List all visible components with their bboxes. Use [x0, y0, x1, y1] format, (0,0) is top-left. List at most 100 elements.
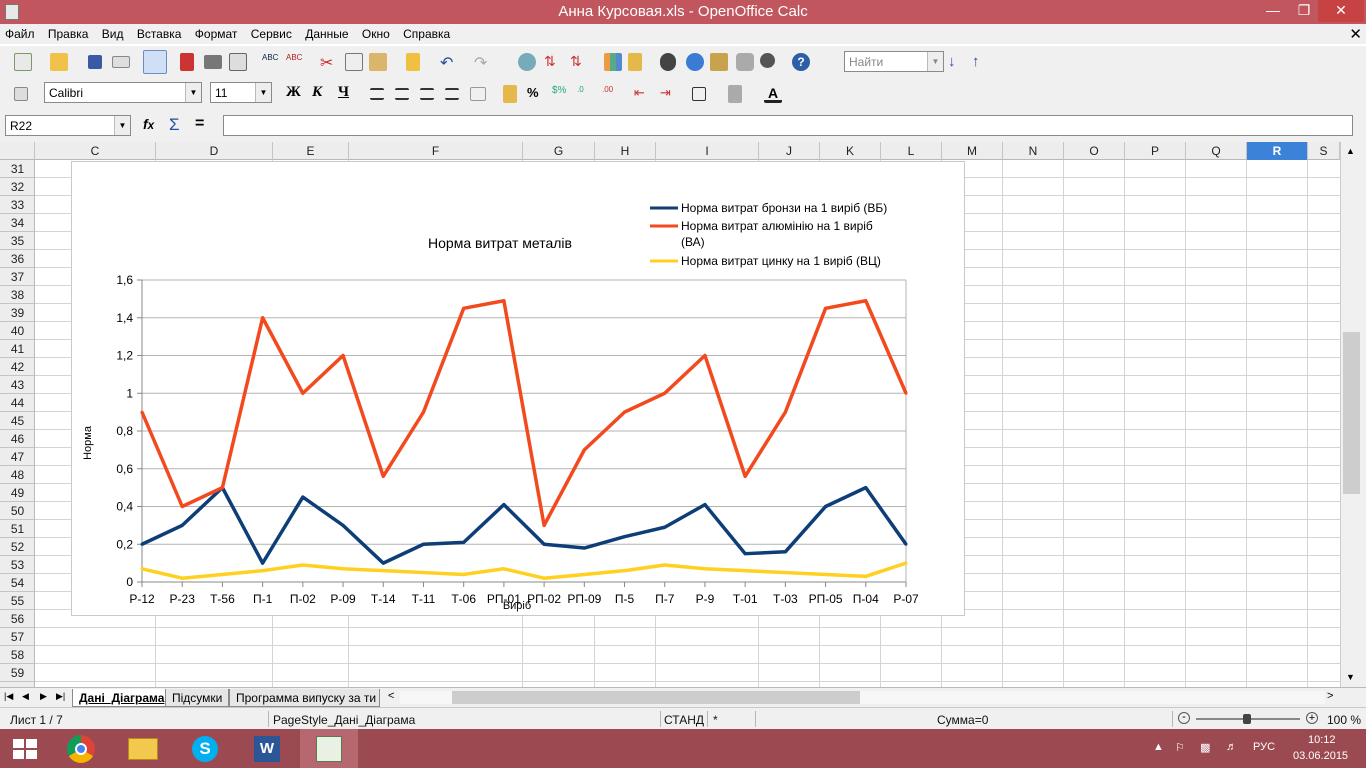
justify-icon[interactable] [445, 88, 459, 100]
add-decimal-icon[interactable]: .0 [577, 85, 584, 94]
sheet-tab-active[interactable]: Дані_Діаграма [72, 689, 172, 707]
background-color-icon[interactable] [728, 85, 742, 103]
minimize-button[interactable]: — [1266, 2, 1280, 18]
row-header[interactable]: 44 [0, 394, 34, 412]
merge-cells-icon[interactable] [470, 87, 486, 101]
chart-object[interactable]: Норма витрат металів Норма Виріб 0 0,2 0,4… [71, 161, 965, 616]
horizontal-scrollbar[interactable] [400, 691, 1325, 704]
borders-icon[interactable] [692, 87, 706, 101]
row-header[interactable]: 32 [0, 178, 34, 196]
selection-mode[interactable]: СТАНД [664, 713, 704, 727]
chrome-icon[interactable] [52, 729, 110, 768]
column-header-f[interactable]: F [349, 142, 523, 160]
row-header[interactable]: 31 [0, 160, 34, 178]
data-sources-icon[interactable] [736, 53, 754, 71]
next-sheet-icon[interactable]: ▶ [40, 691, 47, 701]
spellcheck-icon[interactable]: ABC [262, 53, 279, 62]
row-header[interactable]: 46 [0, 430, 34, 448]
function-icon[interactable]: = [195, 115, 205, 132]
page-style[interactable]: PageStyle_Дані_Діаграма [273, 713, 416, 727]
menu-view[interactable]: Вид [101, 27, 124, 41]
hyperlink-icon[interactable] [518, 53, 536, 71]
column-header-g[interactable]: G [523, 142, 595, 160]
row-header[interactable]: 49 [0, 484, 34, 502]
name-box[interactable]: R22 ▼ [5, 115, 131, 136]
row-header[interactable]: 52 [0, 538, 34, 556]
clone-formatting-icon[interactable] [406, 53, 420, 71]
row-header[interactable]: 37 [0, 268, 34, 286]
scroll-right-icon[interactable]: > [1327, 690, 1334, 702]
menu-format[interactable]: Формат [194, 27, 238, 41]
bold-button[interactable]: Ж [286, 84, 301, 100]
redo-icon[interactable]: ↷ [474, 55, 488, 72]
clock-date[interactable]: 03.06.2015 [1293, 750, 1349, 762]
column-header-m[interactable]: M [942, 142, 1003, 160]
align-left-icon[interactable] [370, 88, 384, 100]
find-replace-icon[interactable] [660, 53, 676, 71]
styles-icon[interactable] [14, 87, 28, 101]
row-header[interactable]: 59 [0, 664, 34, 682]
font-color-icon[interactable]: A [764, 85, 782, 103]
increase-indent-icon[interactable]: ⇥ [660, 85, 671, 100]
open-icon[interactable] [50, 53, 68, 71]
align-center-icon[interactable] [395, 88, 409, 100]
word-icon[interactable]: W [238, 729, 296, 768]
column-header-k[interactable]: K [820, 142, 881, 160]
export-pdf-icon[interactable] [180, 53, 194, 71]
sheet-tab[interactable]: Программа випуску за ти [229, 689, 380, 707]
menu-tools[interactable]: Сервис [250, 27, 292, 41]
paste-icon[interactable] [369, 53, 387, 71]
undo-icon[interactable]: ↶ [440, 55, 454, 72]
row-header[interactable]: 45 [0, 412, 34, 430]
italic-button[interactable]: К [312, 84, 323, 100]
row-header[interactable]: 36 [0, 250, 34, 268]
insert-chart-icon[interactable] [604, 53, 622, 71]
scroll-left-icon[interactable]: < [388, 690, 395, 702]
h-scroll-thumb[interactable] [452, 691, 860, 704]
find-previous-icon[interactable]: ↑ [972, 53, 980, 70]
autospellcheck-icon[interactable]: ABC [286, 53, 303, 62]
delete-decimal-icon[interactable]: .00 [602, 85, 614, 94]
action-center-icon[interactable]: ⚐ [1175, 742, 1185, 754]
column-header-n[interactable]: N [1003, 142, 1064, 160]
align-right-icon[interactable] [420, 88, 434, 100]
zoom-out-icon[interactable]: - [1178, 712, 1190, 724]
standard-format-icon[interactable]: $% [552, 85, 567, 96]
underline-button[interactable]: Ч [338, 84, 350, 100]
row-header[interactable]: 33 [0, 196, 34, 214]
file-explorer-icon[interactable] [114, 729, 172, 768]
chevron-down-icon[interactable]: ▼ [185, 83, 201, 102]
chevron-down-icon[interactable]: ▼ [255, 83, 271, 102]
column-header-r[interactable]: R [1247, 142, 1308, 160]
scroll-down-icon[interactable]: ▼ [1346, 672, 1355, 682]
font-size-select[interactable]: 11 ▼ [210, 82, 272, 103]
corner-select-all[interactable] [0, 142, 35, 160]
new-document-icon[interactable] [14, 53, 32, 71]
tray-overflow-icon[interactable]: ▲ [1153, 741, 1164, 753]
menu-data[interactable]: Данные [305, 27, 349, 41]
percent-format-icon[interactable]: % [527, 85, 539, 100]
sort-descending-icon[interactable]: ⇅ [570, 53, 582, 69]
row-header[interactable]: 38 [0, 286, 34, 304]
find-input[interactable]: Найти ▼ [844, 51, 944, 72]
currency-format-icon[interactable] [503, 85, 517, 103]
column-header-s[interactable]: S [1308, 142, 1340, 160]
column-header-l[interactable]: L [881, 142, 942, 160]
row-header[interactable]: 55 [0, 592, 34, 610]
column-header-h[interactable]: H [595, 142, 656, 160]
column-header-o[interactable]: O [1064, 142, 1125, 160]
decrease-indent-icon[interactable]: ⇤ [634, 85, 645, 100]
row-header[interactable]: 50 [0, 502, 34, 520]
zoom-icon[interactable] [760, 53, 775, 68]
sum-icon[interactable]: Σ [169, 115, 180, 134]
zoom-slider-thumb[interactable] [1243, 714, 1251, 724]
vertical-scrollbar[interactable]: ▲ ▼ [1340, 142, 1366, 687]
navigator-icon[interactable] [686, 53, 704, 71]
help-icon[interactable]: ? [792, 53, 810, 71]
sum-display[interactable]: Сумма=0 [937, 713, 989, 727]
function-wizard-icon[interactable]: fx [143, 116, 155, 132]
menu-edit[interactable]: Правка [47, 27, 89, 41]
save-icon[interactable] [88, 55, 102, 69]
copy-icon[interactable] [345, 53, 363, 71]
email-icon[interactable] [112, 56, 130, 68]
